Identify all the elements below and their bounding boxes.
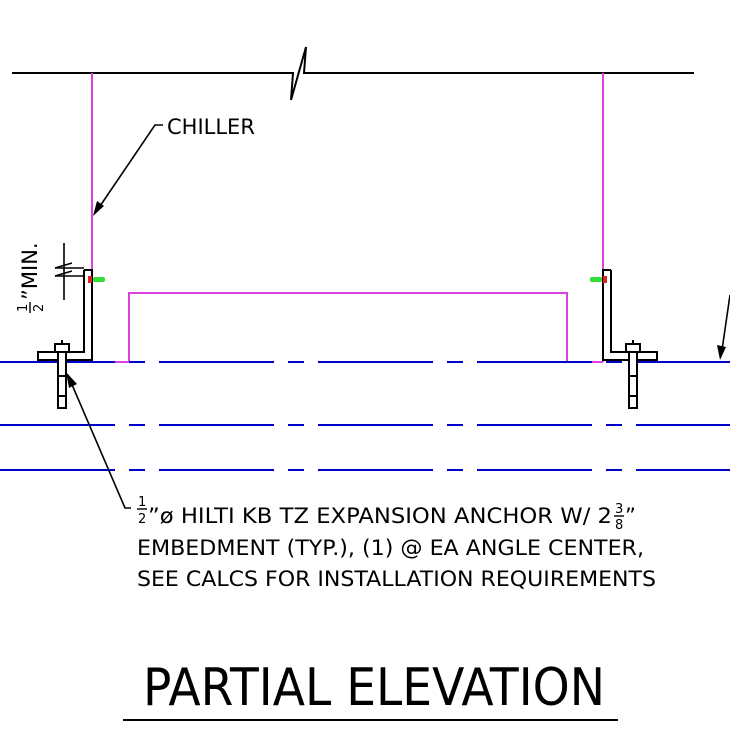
anchor-frac-num: 1	[138, 495, 146, 510]
right-edge-leader	[717, 294, 730, 360]
anchor-embed-den: 8	[615, 518, 623, 533]
svg-text:1: 1	[16, 304, 31, 312]
min-dimension-marks	[54, 243, 84, 300]
left-angle-bracket	[37, 269, 93, 361]
anchor-line-1-end: ”	[625, 504, 636, 528]
anchor-leader	[66, 372, 131, 509]
right-angle-bracket	[602, 269, 658, 361]
anchor-frac-den: 2	[138, 512, 146, 527]
svg-text:2: 2	[32, 304, 47, 312]
right-attachment-bolt	[590, 276, 607, 283]
slab-lines	[0, 361, 730, 471]
anchor-note: 1 2 ”ø HILTI KB TZ EXPANSION ANCHOR W/ 2…	[137, 495, 656, 591]
chiller-label: CHILLER	[167, 115, 255, 139]
anchor-embed-num: 3	[615, 502, 623, 517]
svg-text:”MIN.: ”MIN.	[18, 242, 42, 300]
right-anchor-bolt	[625, 340, 641, 409]
left-anchor-bolt	[54, 340, 70, 409]
left-attachment-bolt	[88, 276, 105, 283]
roof-line-break	[12, 46, 694, 101]
anchor-line-3: SEE CALCS FOR INSTALLATION REQUIREMENTS	[137, 567, 656, 591]
drawing-title: PARTIAL ELEVATION	[143, 658, 605, 718]
chiller-leader	[93, 124, 163, 216]
min-dimension-label: 1 2 ”MIN.	[16, 242, 47, 313]
anchor-line-1: ”ø HILTI KB TZ EXPANSION ANCHOR W/ 2	[148, 504, 612, 528]
anchor-line-2: EMBEDMENT (TYP.), (1) @ EA ANGLE CENTER,	[137, 536, 644, 560]
